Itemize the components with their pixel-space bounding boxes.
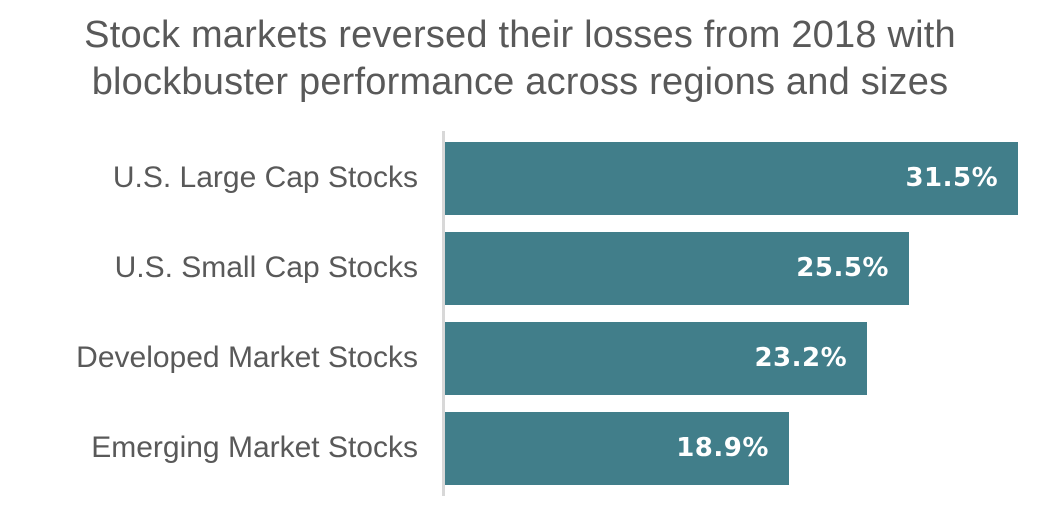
category-label-us-small-cap: U.S. Small Cap Stocks <box>114 251 418 284</box>
bar-track: 23.2% <box>445 321 1040 395</box>
value-label-emerging-market: 18.9% <box>676 433 769 463</box>
value-label-us-large-cap: 31.5% <box>905 163 999 193</box>
value-label-developed-market: 23.2% <box>754 343 848 373</box>
bar-track: 25.5% <box>445 231 1040 305</box>
bar-row-emerging-market: Emerging Market Stocks 18.9% <box>0 403 1040 493</box>
chart-title: Stock markets reversed their losses from… <box>0 0 1040 106</box>
category-label-us-large-cap: U.S. Large Cap Stocks <box>112 161 418 194</box>
bar-row-us-small-cap: U.S. Small Cap Stocks 25.5% <box>0 223 1040 313</box>
bar-developed-market: 23.2% <box>445 321 868 395</box>
bar-row-us-large-cap: U.S. Large Cap Stocks 31.5% <box>0 133 1040 223</box>
chart-title-line-1: Stock markets reversed their losses from… <box>84 14 956 56</box>
chart-title-line-2: blockbuster performance across regions a… <box>91 61 949 103</box>
bar-us-small-cap: 25.5% <box>445 231 909 305</box>
bar-track: 31.5% <box>445 141 1040 215</box>
bar-emerging-market: 18.9% <box>445 411 789 485</box>
bar-row-developed-market: Developed Market Stocks 23.2% <box>0 313 1040 403</box>
value-label-us-small-cap: 25.5% <box>796 253 889 283</box>
y-axis-baseline <box>442 131 445 496</box>
bar-us-large-cap: 31.5% <box>445 141 1019 215</box>
bar-track: 18.9% <box>445 411 1040 485</box>
bar-chart: U.S. Large Cap Stocks 31.5% U.S. Small C… <box>0 131 1040 496</box>
category-label-developed-market: Developed Market Stocks <box>76 341 418 374</box>
category-label-emerging-market: Emerging Market Stocks <box>91 431 418 464</box>
